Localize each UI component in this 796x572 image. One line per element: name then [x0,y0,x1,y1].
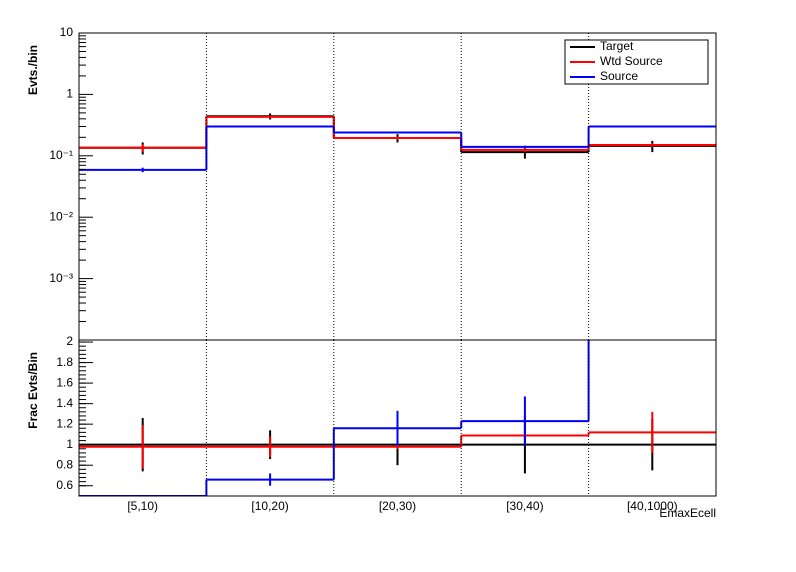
legend-label: Source [600,69,638,83]
y-tick-label: 10⁻¹ [49,148,73,162]
y-tick-label: 1.6 [56,375,73,389]
legend-label: Target [600,39,634,53]
y-tick-label: 1.4 [56,396,73,410]
y-tick-label: 10 [60,25,74,39]
y-tick-label: 10⁻² [49,209,73,223]
y-tick-label: 0.6 [56,478,73,492]
x-tick-label: [20,30) [379,499,416,513]
legend-label: Wtd Source [600,54,663,68]
y-tick-label: 10⁻³ [49,271,73,285]
y-tick-label: 2 [66,334,73,348]
x-axis-label: EmaxEcell [659,506,716,520]
x-tick-label: [40,1000) [627,499,678,513]
x-tick-label: [5,10) [127,499,158,513]
y-tick-label: 1 [66,437,73,451]
x-tick-label: [10,20) [251,499,288,513]
frame [78,339,717,497]
y-tick-label: 1 [66,87,73,101]
y-tick-label: 0.8 [56,457,73,471]
y-axis-label: Evts./bin [26,45,40,95]
y-tick-label: 1.8 [56,355,73,369]
y-axis-label: Frac Evts/Bin [26,352,40,429]
y-tick-label: 1.2 [56,416,73,430]
x-tick-label: [30,40) [506,499,543,513]
